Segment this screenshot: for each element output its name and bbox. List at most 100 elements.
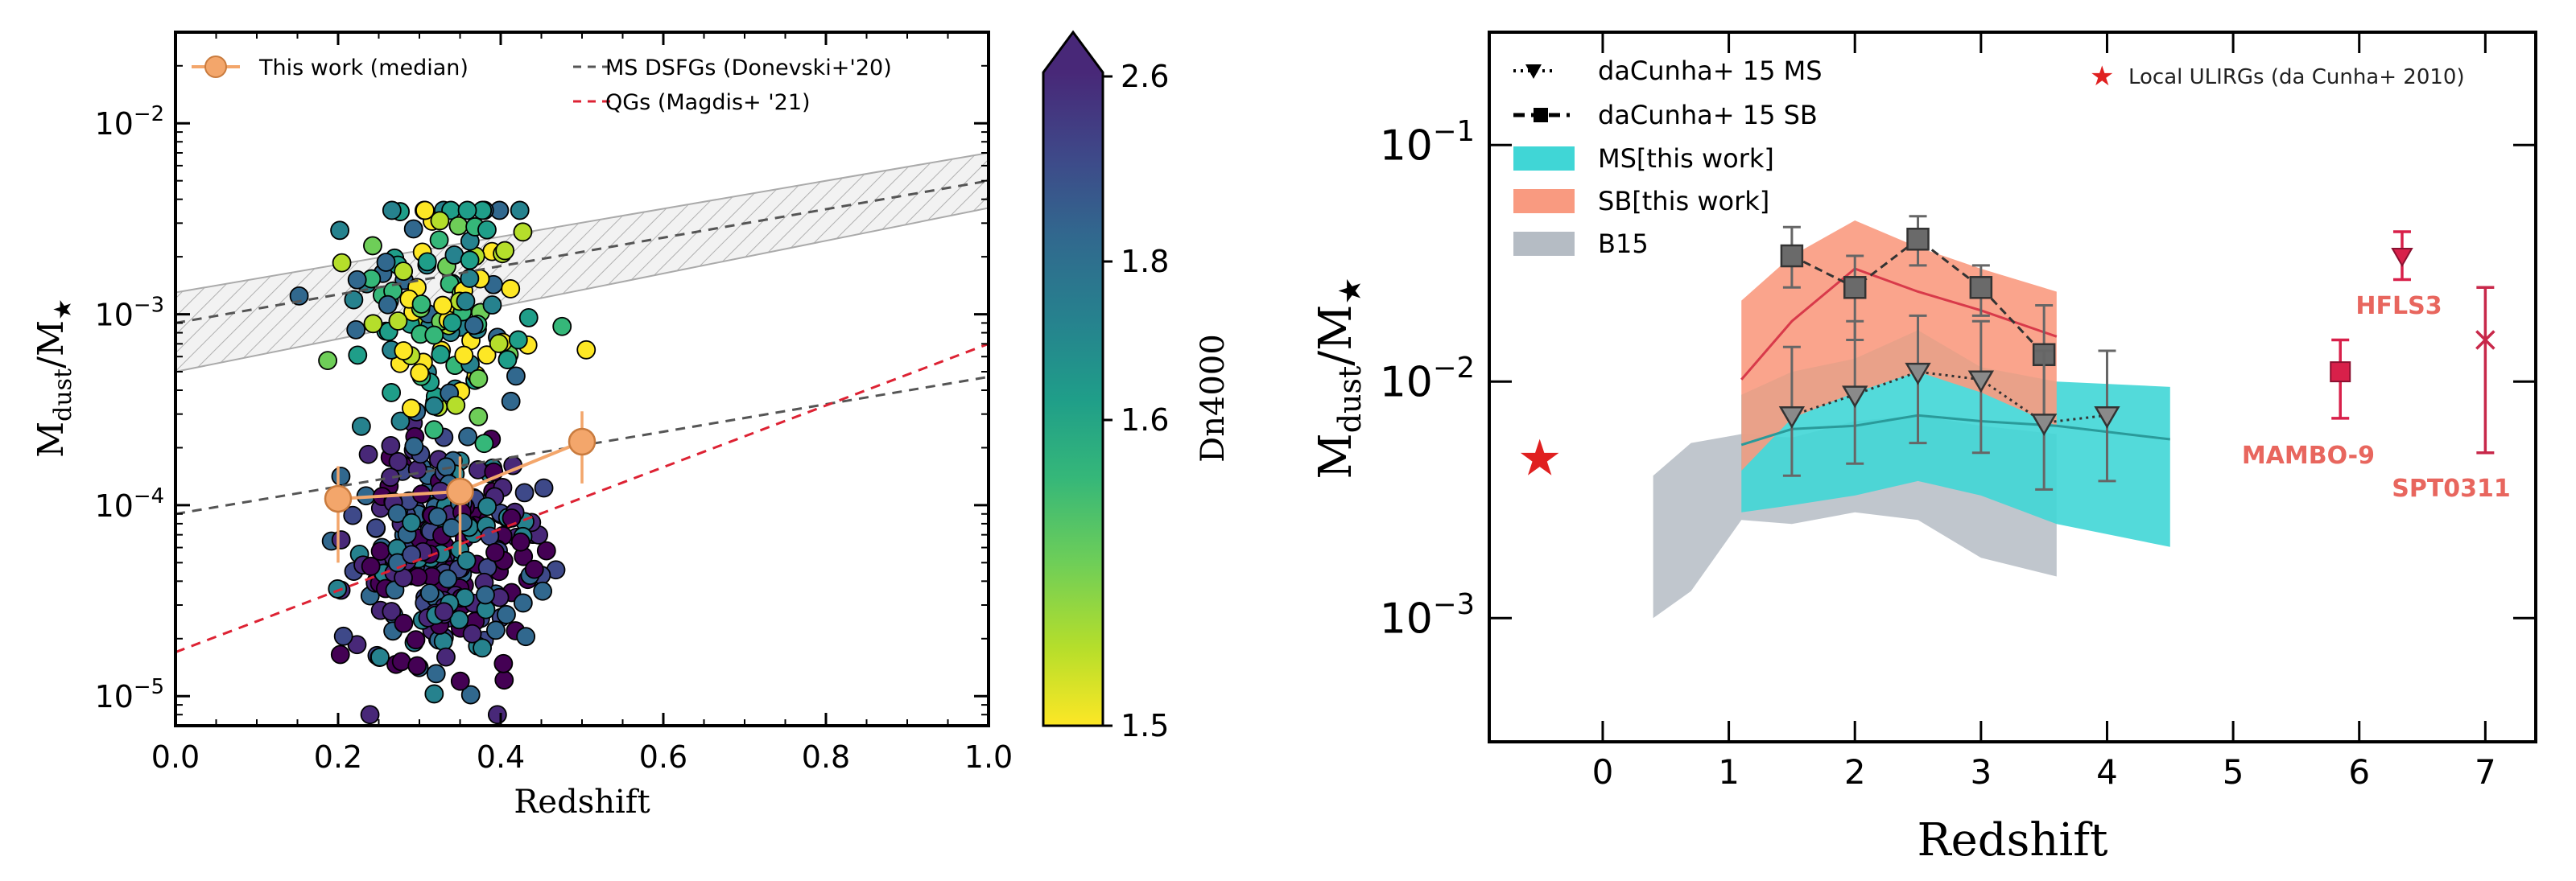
scatter-point	[347, 635, 367, 655]
colorbar-tick-label: 1.5	[1121, 708, 1169, 743]
scatter-point	[489, 334, 509, 353]
scatter-point	[381, 435, 401, 455]
dacunha-sb-marker	[1780, 244, 1804, 268]
x-tick-label: 2	[1844, 752, 1866, 792]
scatter-point	[485, 542, 505, 562]
x-tick-label: 0	[1592, 752, 1614, 792]
scatter-point	[476, 585, 495, 605]
scatter-point	[477, 496, 497, 517]
scatter-point	[494, 670, 514, 690]
scatter-point	[442, 518, 461, 537]
scatter-point	[361, 556, 381, 576]
scatter-point	[402, 545, 422, 565]
ms-dsfg-line	[175, 179, 989, 324]
scatter-point	[474, 434, 494, 454]
scatter-point	[454, 345, 474, 365]
dacunha-ms-marker	[1905, 362, 1931, 385]
x-tick-label: 0.6	[639, 739, 687, 775]
legend-ms-this-work-label: MS[this work]	[1598, 143, 1774, 174]
scatter-point	[513, 222, 533, 242]
legend-dacunha-sb-marker	[1534, 108, 1548, 122]
scatter-point	[407, 656, 427, 676]
scatter-point	[351, 416, 371, 436]
scatter-point	[333, 626, 353, 646]
x-tick-label: 6	[2348, 752, 2370, 792]
scatter-point	[536, 541, 556, 561]
scatter-point	[429, 230, 449, 250]
right-panel: ★ 0 1 2 3 4 5 6 7 10−3 10−2 10−1 daCunha+ 15 MS da…	[1310, 31, 2537, 867]
scatter-point	[513, 593, 533, 613]
x-tick-label: 0.4	[477, 739, 525, 775]
scatter-point	[460, 250, 480, 270]
legend-qg-label: QGs (Magdis+ '21)	[605, 90, 811, 115]
legend-sb-this-work-patch	[1513, 189, 1575, 213]
scatter-point	[442, 313, 462, 333]
scatter-point	[402, 513, 422, 533]
scatter-point	[403, 219, 423, 239]
scatter-point	[376, 253, 396, 272]
scatter-point	[388, 451, 408, 471]
scatter-point	[456, 550, 477, 570]
scatter-point	[407, 459, 427, 480]
legend-local-ulirg-star: ★	[2090, 60, 2114, 93]
source-label-HFLS3: HFLS3	[2355, 292, 2442, 320]
x-tick-label: 3	[1970, 752, 1992, 792]
x-tick-label: 7	[2475, 752, 2496, 792]
scatter-point	[394, 261, 414, 282]
scatter-point	[426, 664, 446, 684]
scatter-point	[508, 330, 528, 350]
y-tick-label: 10−3	[95, 293, 164, 332]
colorbar-extend-max	[1043, 32, 1103, 72]
source-marker-MAMBO-9	[2330, 361, 2351, 383]
scatter-point	[450, 671, 470, 691]
y-tick-label: 10−4	[95, 484, 164, 524]
scatter-point	[424, 396, 444, 416]
scatter-point	[363, 236, 382, 256]
scatter-point	[524, 559, 544, 579]
scatter-point	[497, 605, 516, 624]
scatter-point	[449, 610, 469, 630]
scatter-point	[436, 457, 456, 477]
scatter-point	[388, 311, 408, 331]
y-tick-label: 10−3	[1380, 588, 1475, 643]
dacunha-sb-marker	[1906, 228, 1930, 251]
legend-dacunha-ms-marker	[1525, 64, 1542, 79]
dacunha-ms-marker	[1778, 406, 1806, 429]
scatter-point	[347, 270, 367, 290]
scatter-point	[516, 627, 536, 647]
scatter-point	[382, 602, 402, 621]
median-point	[324, 484, 353, 513]
right-axes-frame	[1488, 31, 2537, 743]
scatter-point	[382, 200, 402, 220]
scatter-point	[482, 295, 502, 315]
scatter-point	[493, 653, 514, 673]
scatter-point	[358, 444, 378, 464]
ms-dsfg-band	[175, 151, 989, 373]
legend-median-marker	[204, 56, 227, 78]
left-legend: This work (median) MS DSFGs (Donevski+'2…	[192, 56, 892, 115]
scatter-point	[510, 532, 530, 552]
dacunha-sb-marker	[1843, 276, 1867, 299]
scatter-point	[469, 368, 489, 389]
left-panel: 0.0 0.2 0.4 0.6 0.8 1.0 10−5 10−4 10−3 10−2 This …	[31, 30, 1232, 821]
scatter-point	[370, 647, 390, 667]
scatter-point	[424, 420, 444, 440]
source-label-SPT0311: SPT0311	[2392, 475, 2511, 503]
legend-dacunha-sb-label: daCunha+ 15 SB	[1598, 100, 1818, 130]
x-tick-label: 0.2	[314, 739, 362, 775]
scatter-point	[469, 406, 489, 426]
x-tick-label: 4	[2096, 752, 2118, 792]
scatter-point	[427, 507, 448, 527]
y-tick-label: 10−5	[95, 675, 164, 714]
scatter-point	[534, 478, 554, 498]
colorbar-gradient	[1043, 72, 1103, 726]
scatter-point	[378, 294, 398, 315]
scatter-point	[501, 279, 521, 298]
scatter-point	[510, 200, 530, 220]
scatter-point	[576, 340, 597, 360]
scatter-point	[394, 341, 414, 360]
scatter-point	[391, 652, 411, 672]
scatter-point	[344, 290, 364, 310]
scatter-point	[394, 613, 414, 633]
scatter-point	[434, 602, 454, 622]
